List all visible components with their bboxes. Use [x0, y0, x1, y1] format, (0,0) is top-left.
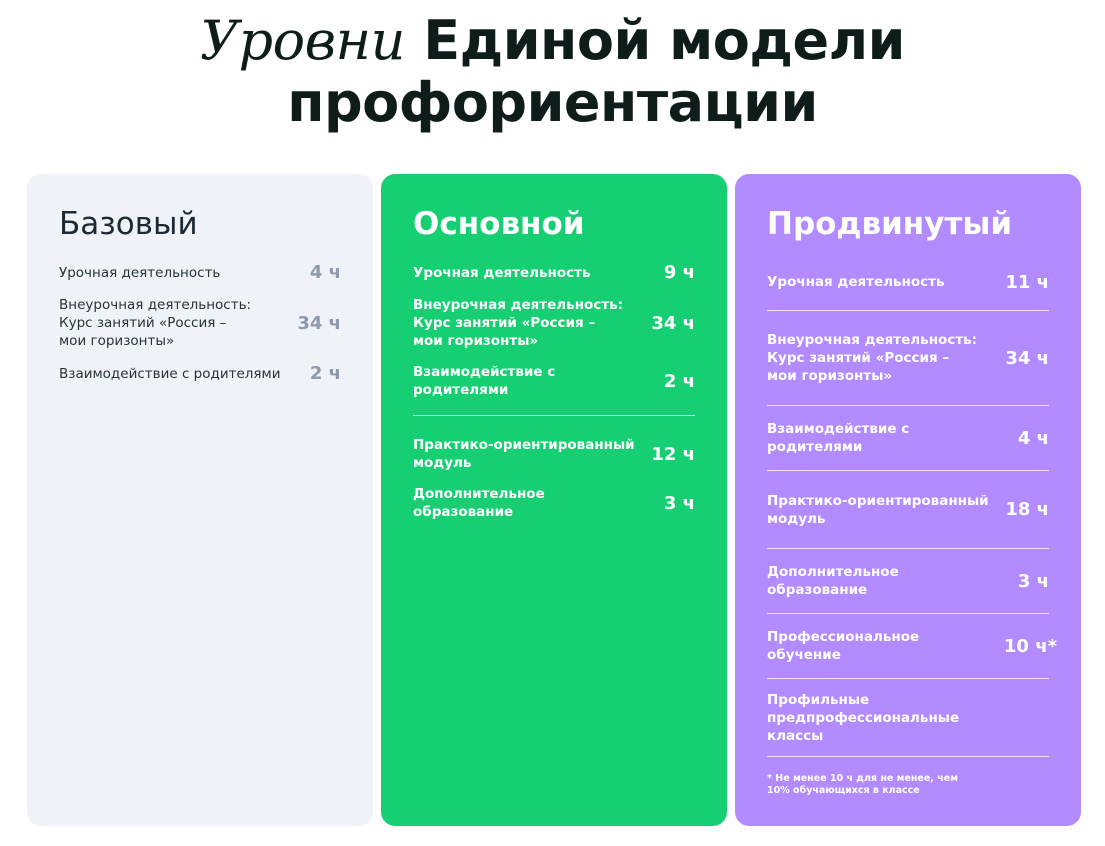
- adv-row-additional-education: Дополнительное образование 3 ч: [767, 549, 1049, 614]
- card-advanced: Продвинутый Урочная деятельность 11 ч Вн…: [735, 174, 1081, 826]
- title-italic: Уровни: [200, 9, 405, 72]
- card-title-main: Основной: [413, 206, 585, 242]
- row-label: Взаимодействие с родителями: [767, 421, 910, 455]
- row-label: Внеурочная деятельность: Курс занятий «Р…: [767, 332, 978, 384]
- adv-row-profile-classes: Профильные предпрофессиональные классы: [767, 679, 1049, 757]
- adv-row-professional-training: Профессиональное обучение 10 ч*: [767, 614, 1057, 679]
- main-row-additional-education: Дополнительное образование 3 ч: [413, 485, 695, 521]
- row-value: 34 ч: [651, 312, 695, 334]
- row-value: 4 ч: [1017, 427, 1049, 449]
- adv-row-lessons: Урочная деятельность 11 ч: [767, 254, 1049, 311]
- row-value: 2 ч: [663, 370, 695, 392]
- row-value: 34 ч: [1005, 347, 1049, 369]
- row-value: 34 ч: [297, 312, 341, 334]
- row-label: Дополнительное образование: [767, 564, 899, 598]
- row-label: Взаимодействие с родителями: [413, 364, 556, 398]
- main-row-lessons: Урочная деятельность 9 ч: [413, 262, 695, 283]
- row-value: 3 ч: [1017, 570, 1049, 592]
- row-label: Практико-ориентированный модуль: [413, 437, 635, 471]
- row-label: Урочная деятельность: [767, 274, 945, 290]
- row-value: 12 ч: [651, 443, 695, 465]
- card-title-basic: Базовый: [59, 206, 198, 242]
- adv-row-practice: Практико-ориентированный модуль 18 ч: [767, 471, 1049, 549]
- row-value: 11 ч: [1005, 271, 1049, 293]
- row-label: Профильные предпрофессиональные классы: [767, 691, 960, 744]
- row-value: 2 ч: [309, 363, 341, 384]
- main-row-extracurricular: Внеурочная деятельность: Курс занятий «Р…: [413, 296, 695, 350]
- row-label: Внеурочная деятельность: Курс занятий «Р…: [413, 297, 624, 349]
- row-value: 10 ч*: [1003, 635, 1057, 657]
- row-label: Дополнительное образование: [413, 486, 545, 520]
- row-label: Внеурочная деятельность: Курс занятий «Р…: [59, 297, 252, 349]
- card-basic: Базовый Урочная деятельность 4 ч Внеуроч…: [27, 174, 373, 826]
- row-value: 18 ч: [1005, 499, 1049, 520]
- basic-row-lessons: Урочная деятельность 4 ч: [59, 262, 341, 283]
- divider: [413, 415, 695, 416]
- row-label: Взаимодействие с родителями: [59, 365, 281, 382]
- row-label: Профессиональное обучение: [767, 629, 920, 663]
- adv-row-parents: Взаимодействие с родителями 4 ч: [767, 406, 1049, 471]
- page-title: Уровни Единой модели профориентации: [0, 10, 1105, 134]
- title-bold: Единой модели профориентации: [287, 9, 905, 134]
- card-title-advanced: Продвинутый: [767, 206, 1013, 242]
- row-value: 3 ч: [663, 492, 695, 514]
- main-row-practice: Практико-ориентированный модуль 12 ч: [413, 436, 695, 472]
- card-main: Основной Урочная деятельность 9 ч Внеуро…: [381, 174, 727, 826]
- row-value: 9 ч: [663, 262, 695, 283]
- footnote: * Не менее 10 ч для не менее, чем 10% об…: [767, 773, 958, 796]
- basic-row-extracurricular: Внеурочная деятельность: Курс занятий «Р…: [59, 296, 341, 350]
- main-row-parents: Взаимодействие с родителями 2 ч: [413, 363, 695, 399]
- adv-row-extracurricular: Внеурочная деятельность: Курс занятий «Р…: [767, 311, 1049, 406]
- row-label: Практико-ориентированный модуль: [767, 492, 989, 527]
- row-value: 4 ч: [309, 262, 341, 283]
- basic-row-parents: Взаимодействие с родителями 2 ч: [59, 363, 341, 384]
- row-label: Урочная деятельность: [413, 264, 591, 281]
- row-label: Урочная деятельность: [59, 264, 221, 281]
